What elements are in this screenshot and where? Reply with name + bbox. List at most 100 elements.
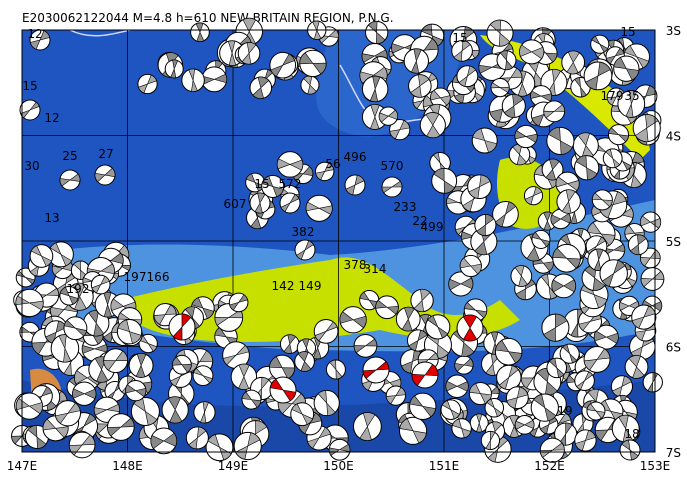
beachball-quadrant: [612, 191, 627, 206]
beachball-quadrant: [386, 305, 399, 315]
beachball-quadrant: [238, 376, 250, 390]
beachball: [103, 348, 129, 374]
beachball: [205, 433, 234, 462]
beachball-quadrant: [375, 361, 390, 371]
beachball: [409, 392, 437, 420]
beachball: [276, 151, 304, 178]
beachball-quadrant: [468, 186, 480, 199]
beachball-quadrant: [577, 228, 584, 240]
beachball: [54, 400, 81, 427]
beachball-quadrant: [593, 294, 608, 309]
beachball-quadrant: [461, 40, 471, 52]
beachball: [72, 381, 97, 406]
beachball-quadrant: [498, 376, 510, 390]
beachball-quadrant: [463, 327, 478, 342]
beachball-quadrant: [299, 52, 314, 65]
beachball-quadrant: [515, 420, 526, 430]
beachball: [541, 158, 564, 181]
beachball-quadrant: [556, 367, 565, 378]
beachball-quadrant: [16, 270, 27, 279]
beachball-quadrant: [617, 134, 629, 143]
beachball-quadrant: [498, 32, 511, 47]
beachball-quadrant: [361, 53, 376, 63]
x-tick-label: 152E: [534, 459, 565, 473]
depth-label: 378: [344, 258, 367, 272]
beachball: [168, 313, 196, 341]
beachball-quadrant: [491, 421, 503, 432]
beachball: [599, 259, 628, 288]
beachball-quadrant: [420, 289, 431, 302]
beachball-quadrant: [391, 180, 403, 188]
beachball-quadrant: [196, 426, 207, 439]
beachball-quadrant: [59, 286, 70, 297]
beachball-quadrant: [202, 374, 213, 384]
map-title: E2030062122044 M=4.8 h=610 NEW BRITAIN R…: [22, 11, 394, 25]
beachball: [261, 174, 285, 198]
depth-label: 192: [67, 282, 90, 296]
beachball: [82, 309, 110, 337]
beachball-quadrant: [432, 152, 441, 164]
beachball-quadrant: [312, 62, 327, 75]
beachball-quadrant: [195, 22, 204, 34]
beachball-quadrant: [167, 396, 181, 411]
depth-label: 233: [394, 200, 417, 214]
beachball-quadrant: [74, 296, 87, 311]
beachball: [602, 148, 623, 169]
beachball-quadrant: [489, 431, 496, 442]
beachball-quadrant: [417, 74, 430, 87]
beachball-quadrant: [463, 358, 474, 368]
beachball-quadrant: [462, 198, 474, 212]
beachball-quadrant: [72, 388, 85, 399]
beachball: [94, 164, 116, 186]
beachball: [361, 75, 389, 103]
beachball-quadrant: [574, 440, 586, 452]
beachball-quadrant: [561, 200, 572, 214]
beachball-quadrant: [93, 322, 105, 337]
beachball-quadrant: [312, 20, 320, 32]
beachball-quadrant: [591, 35, 601, 45]
beachball-quadrant: [164, 304, 177, 316]
beachball-quadrant: [92, 334, 104, 345]
beachball-quadrant: [315, 171, 326, 181]
beachball-quadrant: [115, 350, 128, 362]
beachball: [193, 401, 216, 424]
beachball: [613, 55, 640, 82]
beachball-quadrant: [476, 422, 483, 433]
beachball-quadrant: [649, 218, 661, 229]
beachball-quadrant: [245, 173, 256, 183]
beachball-quadrant: [193, 367, 204, 377]
beachball-quadrant: [608, 127, 620, 136]
beachball-quadrant: [518, 275, 528, 287]
beachball: [425, 314, 451, 340]
beachball-quadrant: [364, 338, 378, 347]
beachball-quadrant: [117, 319, 130, 333]
beachball-quadrant: [640, 215, 652, 227]
beachball: [451, 418, 472, 439]
beachball-quadrant: [562, 344, 571, 355]
beachball-quadrant: [613, 57, 627, 70]
ocean-shelf: [22, 30, 470, 137]
beachball-quadrant: [565, 422, 573, 436]
beachball-quadrant: [560, 140, 573, 155]
beachball-quadrant: [574, 77, 581, 89]
beachball: [233, 431, 262, 461]
beachball-quadrant: [408, 339, 419, 352]
beachball: [640, 267, 665, 291]
beachball: [431, 167, 458, 194]
beachball: [501, 93, 526, 119]
beachball: [353, 333, 378, 358]
beachball: [406, 329, 430, 352]
beachball-quadrant: [595, 410, 606, 419]
beachball: [19, 99, 41, 121]
y-tick-label: 5S: [666, 235, 681, 249]
beachball: [514, 124, 538, 149]
beachball: [546, 126, 575, 155]
beachball-quadrant: [411, 373, 426, 386]
beachball-quadrant: [448, 278, 462, 291]
beachball-quadrant: [605, 148, 614, 160]
beachball: [47, 241, 74, 268]
beachball: [474, 213, 497, 237]
beachball-quadrant: [67, 402, 81, 414]
beachball: [344, 174, 366, 196]
